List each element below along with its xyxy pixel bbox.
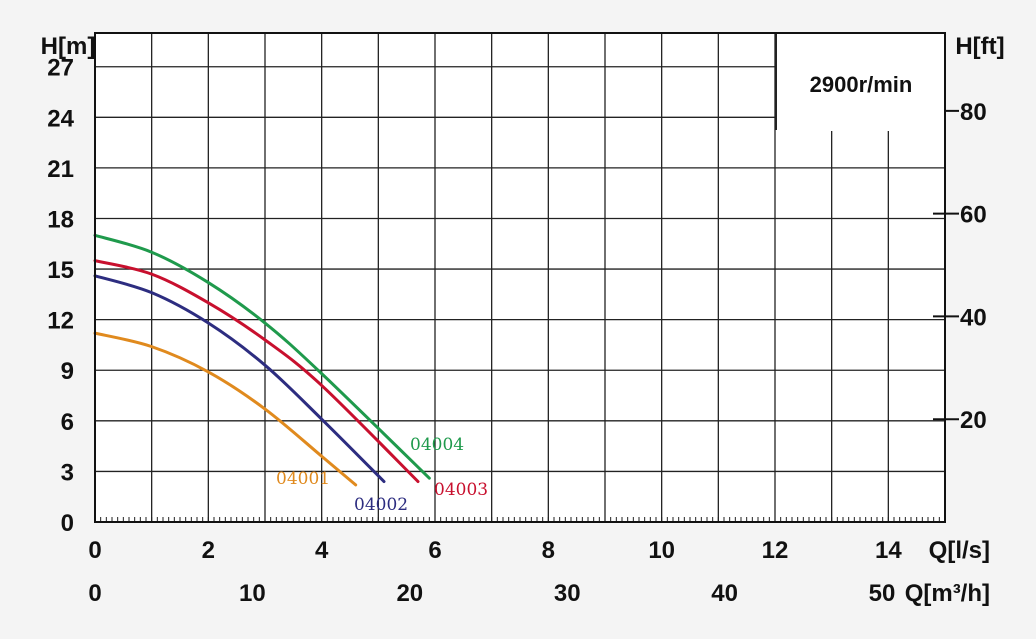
x2-tick-label: 10 bbox=[239, 580, 266, 607]
curve-04001 bbox=[93, 331, 358, 487]
y-axis-label: H[m] bbox=[41, 33, 96, 60]
y-tick-label: 27 bbox=[47, 55, 74, 82]
x-tick-label: 8 bbox=[542, 537, 555, 564]
y-tick-label: 24 bbox=[47, 105, 74, 132]
x-tick-label: 4 bbox=[315, 537, 329, 564]
curve-label-04001: 04001 bbox=[276, 469, 330, 489]
y-tick-label: 15 bbox=[47, 257, 74, 284]
x-axis-label: Q[l/s] bbox=[929, 537, 990, 564]
right-tick-label: 40 bbox=[960, 304, 987, 331]
y-tick-label: 3 bbox=[61, 459, 74, 486]
curve-04002 bbox=[93, 274, 386, 484]
x2-tick-label: 0 bbox=[88, 580, 101, 607]
x2-axis-label: Q[m³/h] bbox=[905, 580, 990, 607]
speed-label: 2900r/min bbox=[810, 72, 913, 97]
curve-04004 bbox=[93, 233, 431, 480]
plot-frame bbox=[94, 32, 946, 523]
y-tick-label: 21 bbox=[47, 156, 74, 183]
y-tick-label: 12 bbox=[47, 308, 74, 335]
curves: 04001 04002 04003 04004 bbox=[93, 233, 488, 515]
y-tick-label: 9 bbox=[61, 358, 74, 385]
y-tick-label: 6 bbox=[61, 409, 74, 436]
x-tick-label: 12 bbox=[762, 537, 789, 564]
x2-tick-label: 30 bbox=[554, 580, 581, 607]
curve-label-04002: 04002 bbox=[354, 495, 408, 515]
x-tick-label: 6 bbox=[428, 537, 441, 564]
x2-tick-label: 50 bbox=[869, 580, 896, 607]
x-tick-label: 2 bbox=[202, 537, 215, 564]
speed-box bbox=[776, 34, 944, 131]
curve-label-04004: 04004 bbox=[410, 435, 464, 455]
curve-04003 bbox=[93, 259, 420, 484]
x-tick-label: 10 bbox=[648, 537, 675, 564]
y-tick-label: 18 bbox=[47, 206, 74, 233]
x-tick-label: 0 bbox=[88, 537, 101, 564]
x2-tick-label: 40 bbox=[711, 580, 738, 607]
curve-label-04003: 04003 bbox=[434, 480, 488, 500]
y-tick-label: 0 bbox=[61, 510, 74, 537]
right-tick-label: 20 bbox=[960, 407, 987, 434]
x2-tick-label: 20 bbox=[396, 580, 423, 607]
x-tick-label: 14 bbox=[875, 537, 902, 564]
right-tick-label: 80 bbox=[960, 99, 987, 126]
right-axis-label: H[ft] bbox=[955, 33, 1004, 60]
right-tick-label: 60 bbox=[960, 202, 987, 229]
